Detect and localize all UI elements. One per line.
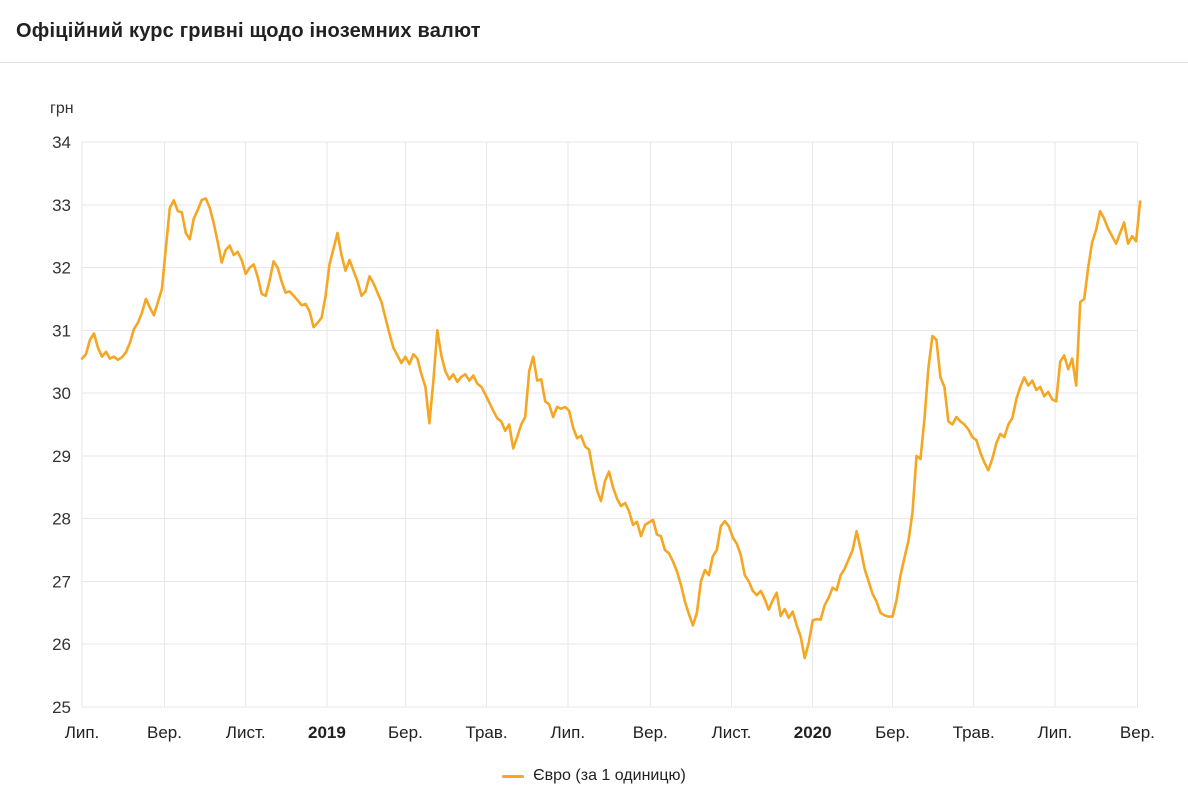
legend-item-euro[interactable]: Євро (за 1 одиницю) xyxy=(0,760,1188,792)
euro-rate-line xyxy=(80,197,1142,660)
x-tick-label: Вер. xyxy=(1120,723,1155,742)
y-tick-label: 33 xyxy=(52,196,71,215)
x-tick-label: Бер. xyxy=(875,723,910,742)
y-tick-label: 26 xyxy=(52,635,71,654)
x-tick-label: 2020 xyxy=(794,723,832,742)
y-tick-label: 32 xyxy=(52,259,71,278)
x-tick-label: Бер. xyxy=(388,723,423,742)
euro-series-swatch xyxy=(502,774,525,778)
x-tick-label: Лист. xyxy=(712,723,752,742)
exchange-rate-chart[interactable]: 25 26 27 28 29 30 31 32 33 34 Лип. Вер. Лист. 2019 Бер… xyxy=(0,0,1188,760)
x-tick-label: 2019 xyxy=(308,723,346,742)
header-divider xyxy=(0,62,1188,63)
page-header: Офіційний курс гривні щодо іноземних вал… xyxy=(0,0,1188,62)
x-tick-label: Лист. xyxy=(226,723,266,742)
y-tick-label: 27 xyxy=(52,572,71,591)
y-tick-label: 30 xyxy=(52,384,71,403)
y-tick-label: 25 xyxy=(52,698,71,717)
x-tick-label: Трав. xyxy=(466,723,508,742)
chart-plot-area[interactable] xyxy=(82,142,1137,707)
y-tick-label: 31 xyxy=(52,321,71,340)
x-tick-label: Лип. xyxy=(1038,723,1073,742)
y-axis-unit-label: грн xyxy=(50,100,74,117)
x-tick-label: Лип. xyxy=(65,723,100,742)
y-tick-label: 34 xyxy=(52,133,71,152)
x-tick-label: Трав. xyxy=(953,723,995,742)
y-tick-label: 29 xyxy=(52,447,71,466)
euro-series-label: Євро (за 1 одиницю) xyxy=(533,767,686,784)
x-tick-label: Вер. xyxy=(147,723,182,742)
y-tick-label: 28 xyxy=(52,510,71,529)
x-tick-label: Вер. xyxy=(633,723,668,742)
x-tick-label: Лип. xyxy=(551,723,586,742)
page-title: Офіційний курс гривні щодо іноземних вал… xyxy=(16,20,481,42)
